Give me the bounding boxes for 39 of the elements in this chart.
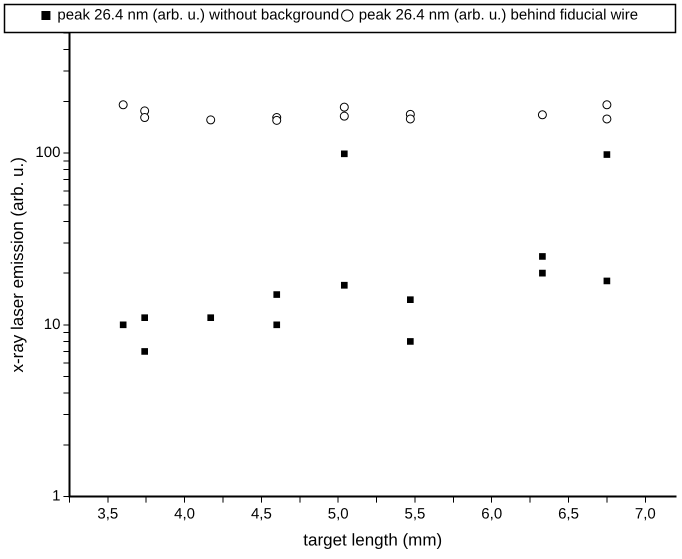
- point: [407, 338, 414, 345]
- legend-label: peak 26.4 nm (arb. u.) behind fiducial wire: [358, 6, 638, 24]
- point: [604, 278, 610, 284]
- point: [120, 322, 127, 328]
- x-axis-title: target length (mm): [303, 530, 442, 550]
- legend-label: peak 26.4 nm (arb. u.) without background: [57, 6, 340, 24]
- point: [206, 115, 216, 124]
- point: [604, 151, 610, 158]
- point: [602, 100, 612, 110]
- point: [340, 150, 348, 158]
- x-tick-label: 3,5: [97, 506, 118, 523]
- x-tick-label: 4,5: [250, 506, 272, 523]
- point: [340, 112, 349, 121]
- point: [539, 253, 546, 260]
- point: [340, 102, 349, 112]
- point: [140, 113, 150, 122]
- x-tick-label: 6,0: [481, 506, 502, 523]
- x-tick-label: 5,5: [404, 506, 426, 523]
- x-tick-label: 7,0: [634, 506, 656, 523]
- y-tick-label: 100: [35, 144, 60, 162]
- point: [118, 100, 128, 110]
- point: [407, 296, 414, 304]
- point: [340, 282, 348, 289]
- y-axis-title: x-ray laser emission (arb. u.): [8, 157, 27, 372]
- point: [207, 314, 214, 322]
- point: [273, 291, 280, 298]
- point: [272, 116, 282, 125]
- point: [273, 322, 280, 328]
- y-tick-label: 1: [52, 488, 60, 505]
- x-tick-label: 5,0: [328, 506, 349, 523]
- point: [406, 114, 415, 124]
- y-tick-label: 10: [44, 316, 60, 333]
- point: [602, 114, 612, 124]
- x-tick-label: 4,0: [174, 506, 196, 523]
- point: [141, 314, 148, 322]
- point: [539, 270, 546, 276]
- point: [538, 110, 547, 120]
- point: [141, 348, 148, 355]
- x-tick-label: 6,5: [558, 506, 579, 523]
